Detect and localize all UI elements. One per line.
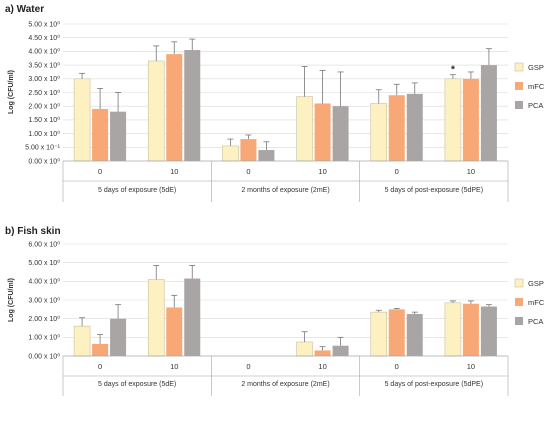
x-category-label: 0 xyxy=(246,167,250,176)
x-category-label: 10 xyxy=(318,362,326,371)
bar-gsp xyxy=(73,325,91,357)
legend-swatch-pca xyxy=(515,317,523,325)
group-label: 2 months of exposure (2mE) xyxy=(241,187,329,194)
y-tick-label: 5.00 x 10⁰ xyxy=(28,259,60,267)
bar-gsp xyxy=(296,96,313,162)
x-category-label: 0 xyxy=(98,167,102,176)
legend-swatch-gsp xyxy=(514,278,524,288)
significance-marker: * xyxy=(451,65,455,76)
x-category-label: 10 xyxy=(318,167,326,176)
legend-swatch-mfc xyxy=(515,298,523,306)
y-tick-label: 4.00 x 10⁰ xyxy=(28,278,60,286)
bar-gsp xyxy=(444,78,462,162)
y-tick-label: 2.00 x 10⁰ xyxy=(28,315,60,323)
y-tick-label: 3.50 x 10⁰ xyxy=(28,61,60,69)
y-tick-label: 1.00 x 10⁰ xyxy=(28,334,60,342)
legend-swatch-gsp xyxy=(514,62,524,72)
legend-label: mFC xyxy=(528,298,545,307)
bar-pca xyxy=(332,106,349,161)
x-category-label: 0 xyxy=(246,362,250,371)
bar-gsp xyxy=(73,78,91,162)
bar-mfc xyxy=(314,103,331,161)
bar-gsp xyxy=(147,279,165,357)
bar-gsp xyxy=(444,302,462,357)
legend-swatch-mfc xyxy=(515,82,523,90)
group-label: 2 months of exposure (2mE) xyxy=(241,381,329,388)
y-tick-label: 6.00 x 10⁰ xyxy=(28,240,60,248)
y-tick-label: 0.00 x 10⁰ xyxy=(28,352,60,360)
panel-title: b) Fish skin xyxy=(5,226,61,237)
group-label: 5 days of exposure (5dE) xyxy=(98,187,176,194)
legend-label: GSP xyxy=(528,279,544,288)
legend-label: GSP xyxy=(528,63,544,72)
bar-gsp xyxy=(370,103,388,162)
y-tick-label: 2.50 x 10⁰ xyxy=(28,89,60,97)
bar-gsp xyxy=(222,145,239,162)
bar-mfc xyxy=(240,139,257,161)
legend-swatch-pca xyxy=(515,101,523,109)
group-label: 5 days of post-exposure (5dPE) xyxy=(385,187,483,194)
y-tick-label: 3.00 x 10⁰ xyxy=(28,75,60,83)
y-tick-label: 5.00 x 10⁻¹ xyxy=(25,145,60,152)
bar-mfc xyxy=(388,95,405,161)
x-category-label: 10 xyxy=(170,362,178,371)
legend-label: PCA xyxy=(528,101,543,110)
bar-mfc xyxy=(166,54,183,161)
bar-pca xyxy=(258,150,275,161)
x-category-label: 10 xyxy=(170,167,178,176)
bar-pca xyxy=(184,278,201,356)
legend-label: mFC xyxy=(528,82,545,91)
group-label: 5 days of exposure (5dE) xyxy=(98,381,176,388)
bar-pca xyxy=(110,111,127,161)
bar-pca xyxy=(480,65,497,161)
y-tick-label: 1.50 x 10⁰ xyxy=(28,116,60,124)
bar-pca xyxy=(480,306,497,356)
bar-pca xyxy=(332,345,349,356)
bar-gsp xyxy=(296,341,313,357)
bar-mfc xyxy=(462,78,479,161)
bar-pca xyxy=(184,50,201,161)
x-category-label: 0 xyxy=(395,362,399,371)
panel-title: a) Water xyxy=(5,4,44,15)
y-tick-label: 2.00 x 10⁰ xyxy=(28,103,60,111)
y-tick-label: 4.50 x 10⁰ xyxy=(28,34,60,42)
y-axis-label: Log (CFU/ml) xyxy=(8,70,15,114)
bar-mfc xyxy=(92,343,109,356)
legend-label: PCA xyxy=(528,317,543,326)
bar-mfc xyxy=(166,307,183,356)
x-category-label: 0 xyxy=(395,167,399,176)
x-category-label: 10 xyxy=(467,362,475,371)
bar-mfc xyxy=(314,350,331,356)
y-tick-label: 5.00 x 10⁰ xyxy=(28,20,60,28)
bar-gsp xyxy=(370,311,388,357)
bar-pca xyxy=(406,93,423,161)
y-axis-label: Log (CFU/ml) xyxy=(8,278,15,322)
bar-gsp xyxy=(147,60,165,162)
bar-pca xyxy=(110,318,127,356)
x-category-label: 0 xyxy=(98,362,102,371)
y-tick-label: 4.00 x 10⁰ xyxy=(28,48,60,56)
bar-pca xyxy=(406,314,423,356)
bar-mfc xyxy=(462,303,479,356)
x-category-label: 10 xyxy=(467,167,475,176)
bar-mfc xyxy=(388,309,405,356)
y-tick-label: 1.00 x 10⁰ xyxy=(28,130,60,138)
y-tick-label: 0.00 x 10⁰ xyxy=(28,157,60,165)
y-tick-label: 3.00 x 10⁰ xyxy=(28,296,60,304)
bar-mfc xyxy=(92,108,109,161)
group-label: 5 days of post-exposure (5dPE) xyxy=(385,381,483,388)
